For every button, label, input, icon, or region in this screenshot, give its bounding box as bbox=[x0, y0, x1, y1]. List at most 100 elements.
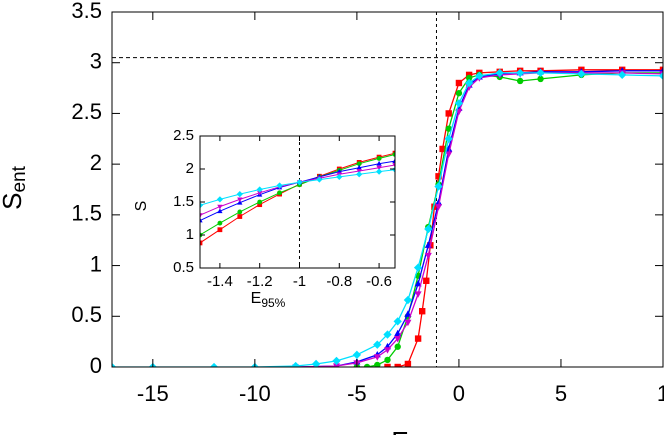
series-4-point bbox=[515, 68, 525, 78]
series-4-point bbox=[536, 68, 545, 78]
x-tick-label: -0.8 bbox=[326, 273, 352, 290]
series-1-point bbox=[537, 75, 544, 83]
series-3-point bbox=[434, 204, 443, 211]
x-tick-label: -1.4 bbox=[207, 273, 233, 290]
inset-x-axis-title: E95% bbox=[251, 290, 286, 310]
series-1-point bbox=[374, 361, 381, 367]
series-3-point bbox=[200, 213, 203, 219]
series-4-point bbox=[356, 171, 363, 178]
series-2-point bbox=[217, 208, 223, 214]
series-1-point bbox=[455, 89, 463, 97]
y-tick-label: 1 bbox=[90, 251, 102, 276]
inset-x-axis-title-subscript: 95% bbox=[261, 296, 285, 310]
series-0-point bbox=[404, 360, 412, 367]
series-4-point bbox=[413, 263, 423, 272]
series-group bbox=[200, 150, 395, 246]
series-0-line bbox=[387, 69, 663, 367]
series-2-point bbox=[434, 198, 443, 206]
series-4-point bbox=[434, 182, 443, 191]
series-2-point bbox=[394, 329, 402, 337]
series-1-point bbox=[237, 209, 243, 215]
series-4-point bbox=[316, 176, 323, 183]
series-4-point bbox=[291, 361, 300, 367]
main-y-axis-title: Sent bbox=[0, 165, 30, 209]
series-2-point bbox=[200, 217, 203, 223]
series-2-point bbox=[392, 158, 395, 163]
x-tick-label: 0 bbox=[453, 381, 465, 406]
series-4-point bbox=[618, 70, 627, 80]
series-2-point bbox=[356, 164, 362, 170]
series-4-point bbox=[373, 340, 382, 349]
series-4-point bbox=[444, 134, 453, 143]
series-0-point bbox=[414, 335, 422, 342]
series-2-point bbox=[376, 160, 382, 166]
y-tick-label: 2.5 bbox=[173, 127, 194, 144]
series-0-point bbox=[423, 277, 430, 284]
series-3-point bbox=[392, 163, 395, 168]
y-tick-label: 0.5 bbox=[71, 302, 102, 327]
series-3-point bbox=[332, 363, 341, 367]
series-0-point bbox=[394, 363, 401, 367]
y-tick-label: 2 bbox=[90, 150, 102, 175]
series-3-point bbox=[376, 165, 382, 171]
series-4-point bbox=[391, 166, 395, 173]
y-tick-label: 1.5 bbox=[173, 193, 194, 210]
series-4-point bbox=[393, 317, 402, 326]
series-4-point bbox=[200, 202, 204, 209]
series-3-point bbox=[383, 347, 392, 354]
series-1-point bbox=[445, 125, 452, 132]
series-1-point bbox=[356, 161, 362, 167]
series-1-point bbox=[394, 343, 401, 350]
series-4-point bbox=[464, 78, 474, 88]
inset-plot: -1.4 -1.2 -1 -0.8 -0.6 0.5 1 1.5 2 2.5 bbox=[173, 127, 396, 290]
series-1-point bbox=[516, 77, 524, 85]
series-4-point bbox=[216, 196, 224, 203]
main-y-axis-title-subscript: ent bbox=[9, 165, 30, 192]
series-4-point bbox=[112, 362, 117, 367]
x-tick-label: 1 bbox=[657, 381, 664, 406]
y-tick-label: 2 bbox=[186, 160, 194, 177]
series-1-point bbox=[217, 220, 223, 226]
main-x-axis-title: E bbox=[391, 426, 408, 435]
series-4-point bbox=[352, 350, 362, 359]
series-2-line bbox=[295, 70, 663, 367]
series-0-point bbox=[418, 308, 426, 315]
series-4-point bbox=[424, 224, 433, 234]
series-4-point bbox=[256, 186, 263, 193]
series-3-point bbox=[424, 252, 432, 260]
series-3-point bbox=[445, 151, 453, 158]
series-4-point bbox=[332, 356, 341, 366]
series-2-point bbox=[404, 310, 412, 317]
x-tick-label: -10 bbox=[239, 381, 271, 406]
series-1-point bbox=[376, 156, 382, 161]
series-1-point bbox=[257, 199, 263, 205]
plot-frame bbox=[111, 11, 664, 368]
series-1-point bbox=[384, 356, 391, 364]
inset-y-axis-title: S bbox=[133, 201, 150, 212]
series-0-point bbox=[217, 227, 223, 233]
series-4-point bbox=[383, 330, 392, 339]
series-1-point bbox=[277, 190, 282, 196]
series-3-point bbox=[404, 319, 412, 327]
series-0-point bbox=[445, 110, 452, 117]
series-4-point bbox=[311, 359, 321, 367]
series-3-point bbox=[373, 354, 381, 361]
x-tick-label: -1.2 bbox=[247, 273, 273, 290]
series-3-point bbox=[217, 204, 223, 210]
y-tick-label: 3.5 bbox=[71, 0, 102, 23]
y-tick-label: 1.5 bbox=[71, 201, 102, 226]
series-0-point bbox=[384, 363, 391, 367]
x-tick-label: -5 bbox=[347, 381, 367, 406]
series-4-point bbox=[336, 173, 343, 181]
y-tick-label: 3 bbox=[90, 49, 102, 74]
series-4-point bbox=[475, 71, 484, 81]
series-1-point bbox=[363, 363, 371, 367]
series-4-point bbox=[209, 362, 219, 367]
series-3-point bbox=[257, 190, 263, 196]
series-3-point bbox=[414, 291, 422, 298]
series-4-point bbox=[236, 190, 243, 198]
series-0-point bbox=[237, 214, 243, 219]
inset-x-axis-title-base: E bbox=[251, 290, 262, 307]
series-1-point bbox=[392, 152, 395, 157]
